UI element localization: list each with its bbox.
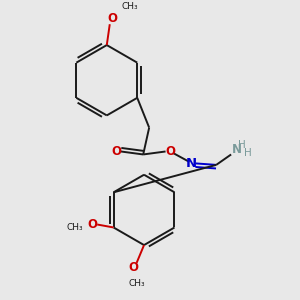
- Text: H: H: [244, 148, 252, 158]
- Text: O: O: [111, 145, 122, 158]
- Text: CH₃: CH₃: [128, 279, 145, 288]
- Text: N: N: [185, 157, 197, 170]
- Text: O: O: [108, 12, 118, 25]
- Text: O: O: [88, 218, 98, 231]
- Text: CH₃: CH₃: [122, 2, 138, 11]
- Text: CH₃: CH₃: [67, 223, 83, 232]
- Text: O: O: [129, 261, 139, 274]
- Text: O: O: [165, 145, 175, 158]
- Text: N: N: [232, 143, 242, 157]
- Text: H: H: [238, 140, 245, 150]
